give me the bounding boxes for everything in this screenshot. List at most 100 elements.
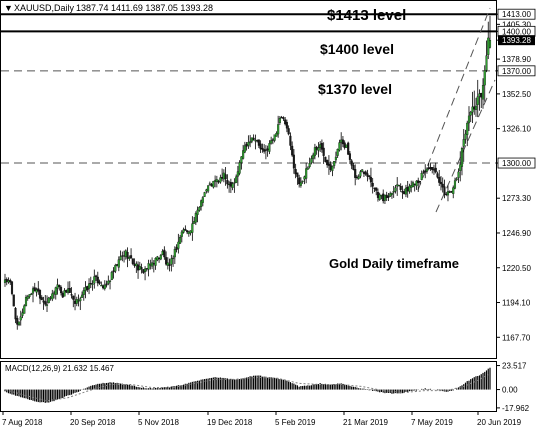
candle-body bbox=[221, 177, 224, 179]
candle-body bbox=[177, 241, 180, 249]
candle-body bbox=[256, 140, 259, 142]
price-tick-label: 1220.50 bbox=[502, 264, 531, 273]
candle-body bbox=[268, 143, 271, 152]
candle-body bbox=[93, 276, 96, 284]
candle-body bbox=[205, 189, 208, 192]
candle-body bbox=[273, 134, 276, 141]
candle-body bbox=[278, 117, 281, 124]
candle-body bbox=[208, 183, 211, 185]
candle-body bbox=[275, 133, 278, 137]
price-tick-label: 1370.00 bbox=[502, 67, 531, 76]
candle-body bbox=[23, 305, 26, 314]
candle-body bbox=[219, 177, 222, 183]
candle-body bbox=[445, 193, 448, 195]
candle-body bbox=[438, 176, 441, 183]
candle-body bbox=[368, 175, 371, 177]
candle-body bbox=[459, 164, 462, 171]
candle-body bbox=[441, 183, 444, 188]
candle-body bbox=[420, 173, 423, 180]
candle-body bbox=[432, 169, 436, 171]
candle-body bbox=[415, 180, 418, 187]
candle-body bbox=[121, 255, 124, 257]
level-price-box bbox=[497, 8, 536, 20]
candle-body bbox=[478, 93, 481, 97]
candle-body bbox=[82, 290, 85, 295]
price-tick-label: 1393.28 bbox=[502, 36, 531, 45]
candle-body bbox=[306, 167, 309, 170]
candle-body bbox=[357, 176, 360, 179]
candle-body bbox=[481, 85, 485, 100]
time-tick-label: 19 Dec 2018 bbox=[207, 418, 253, 427]
candle-body bbox=[126, 252, 129, 259]
candle-body bbox=[84, 286, 87, 291]
candle-body bbox=[228, 183, 231, 186]
candle-body bbox=[235, 176, 238, 183]
candle-body bbox=[322, 147, 325, 156]
candle-body bbox=[61, 293, 64, 298]
candle-body bbox=[189, 230, 192, 234]
candle-body bbox=[163, 249, 166, 258]
candle-body bbox=[312, 154, 315, 159]
candle-body bbox=[112, 270, 115, 273]
candle-body bbox=[466, 122, 469, 135]
candle-body bbox=[233, 182, 236, 184]
candle-body bbox=[485, 55, 488, 71]
candle-body bbox=[217, 181, 220, 183]
candle-body bbox=[138, 266, 141, 270]
symbol-label: XAUUSD,Daily bbox=[14, 3, 75, 13]
time-tick-label: 20 Jun 2019 bbox=[477, 418, 522, 427]
candle-body bbox=[91, 283, 94, 285]
time-tick-label: 7 May 2019 bbox=[411, 418, 453, 427]
level-price-box bbox=[497, 157, 536, 169]
candle-body bbox=[21, 312, 24, 316]
candle-body bbox=[133, 263, 136, 266]
candle-body bbox=[488, 40, 492, 48]
candle-body bbox=[56, 284, 59, 289]
candle-body bbox=[250, 137, 253, 142]
candle-body bbox=[44, 301, 47, 305]
candle-body bbox=[394, 187, 397, 192]
candle-body bbox=[245, 143, 248, 147]
candle-body bbox=[336, 149, 339, 156]
candle-body bbox=[320, 142, 323, 150]
candle-body bbox=[315, 146, 318, 150]
candle-body bbox=[17, 321, 21, 326]
level-1370-annotation: $1370 level bbox=[318, 81, 392, 97]
candle-body bbox=[417, 180, 420, 183]
price-tick-label: 1167.70 bbox=[502, 333, 531, 342]
candle-body bbox=[151, 262, 154, 267]
candle-body bbox=[158, 257, 161, 259]
candle-body bbox=[249, 141, 252, 144]
price-tick-label: 1194.10 bbox=[502, 299, 531, 308]
candle-body bbox=[324, 156, 327, 162]
candle-body bbox=[215, 179, 218, 183]
candle-body bbox=[427, 167, 430, 170]
time-tick-label: 7 Aug 2018 bbox=[2, 418, 43, 427]
candle-body bbox=[137, 264, 140, 271]
level-1413-annotation: $1413 level bbox=[327, 7, 406, 24]
dropdown-triangle-icon[interactable]: ▼ bbox=[4, 3, 13, 13]
candle-body bbox=[226, 180, 229, 185]
candle-body bbox=[40, 297, 43, 300]
candle-body bbox=[65, 290, 68, 293]
candle-body bbox=[424, 170, 427, 173]
candle-body bbox=[194, 213, 197, 223]
candle-body bbox=[340, 139, 343, 143]
timeframe-annotation: Gold Daily timeframe bbox=[329, 256, 459, 271]
candle-body bbox=[7, 280, 10, 283]
candle-body bbox=[303, 176, 306, 180]
candle-body bbox=[107, 280, 110, 284]
candle-body bbox=[179, 237, 182, 244]
candle-body bbox=[47, 297, 50, 304]
candle-body bbox=[152, 263, 155, 265]
candle-body bbox=[345, 144, 348, 148]
candle-body bbox=[175, 247, 178, 250]
candle-body bbox=[266, 148, 269, 151]
candle-body bbox=[128, 257, 131, 259]
price-levels bbox=[1, 13, 496, 164]
candle-body bbox=[30, 293, 33, 295]
candle-body bbox=[469, 111, 472, 116]
candle-body bbox=[105, 283, 108, 286]
